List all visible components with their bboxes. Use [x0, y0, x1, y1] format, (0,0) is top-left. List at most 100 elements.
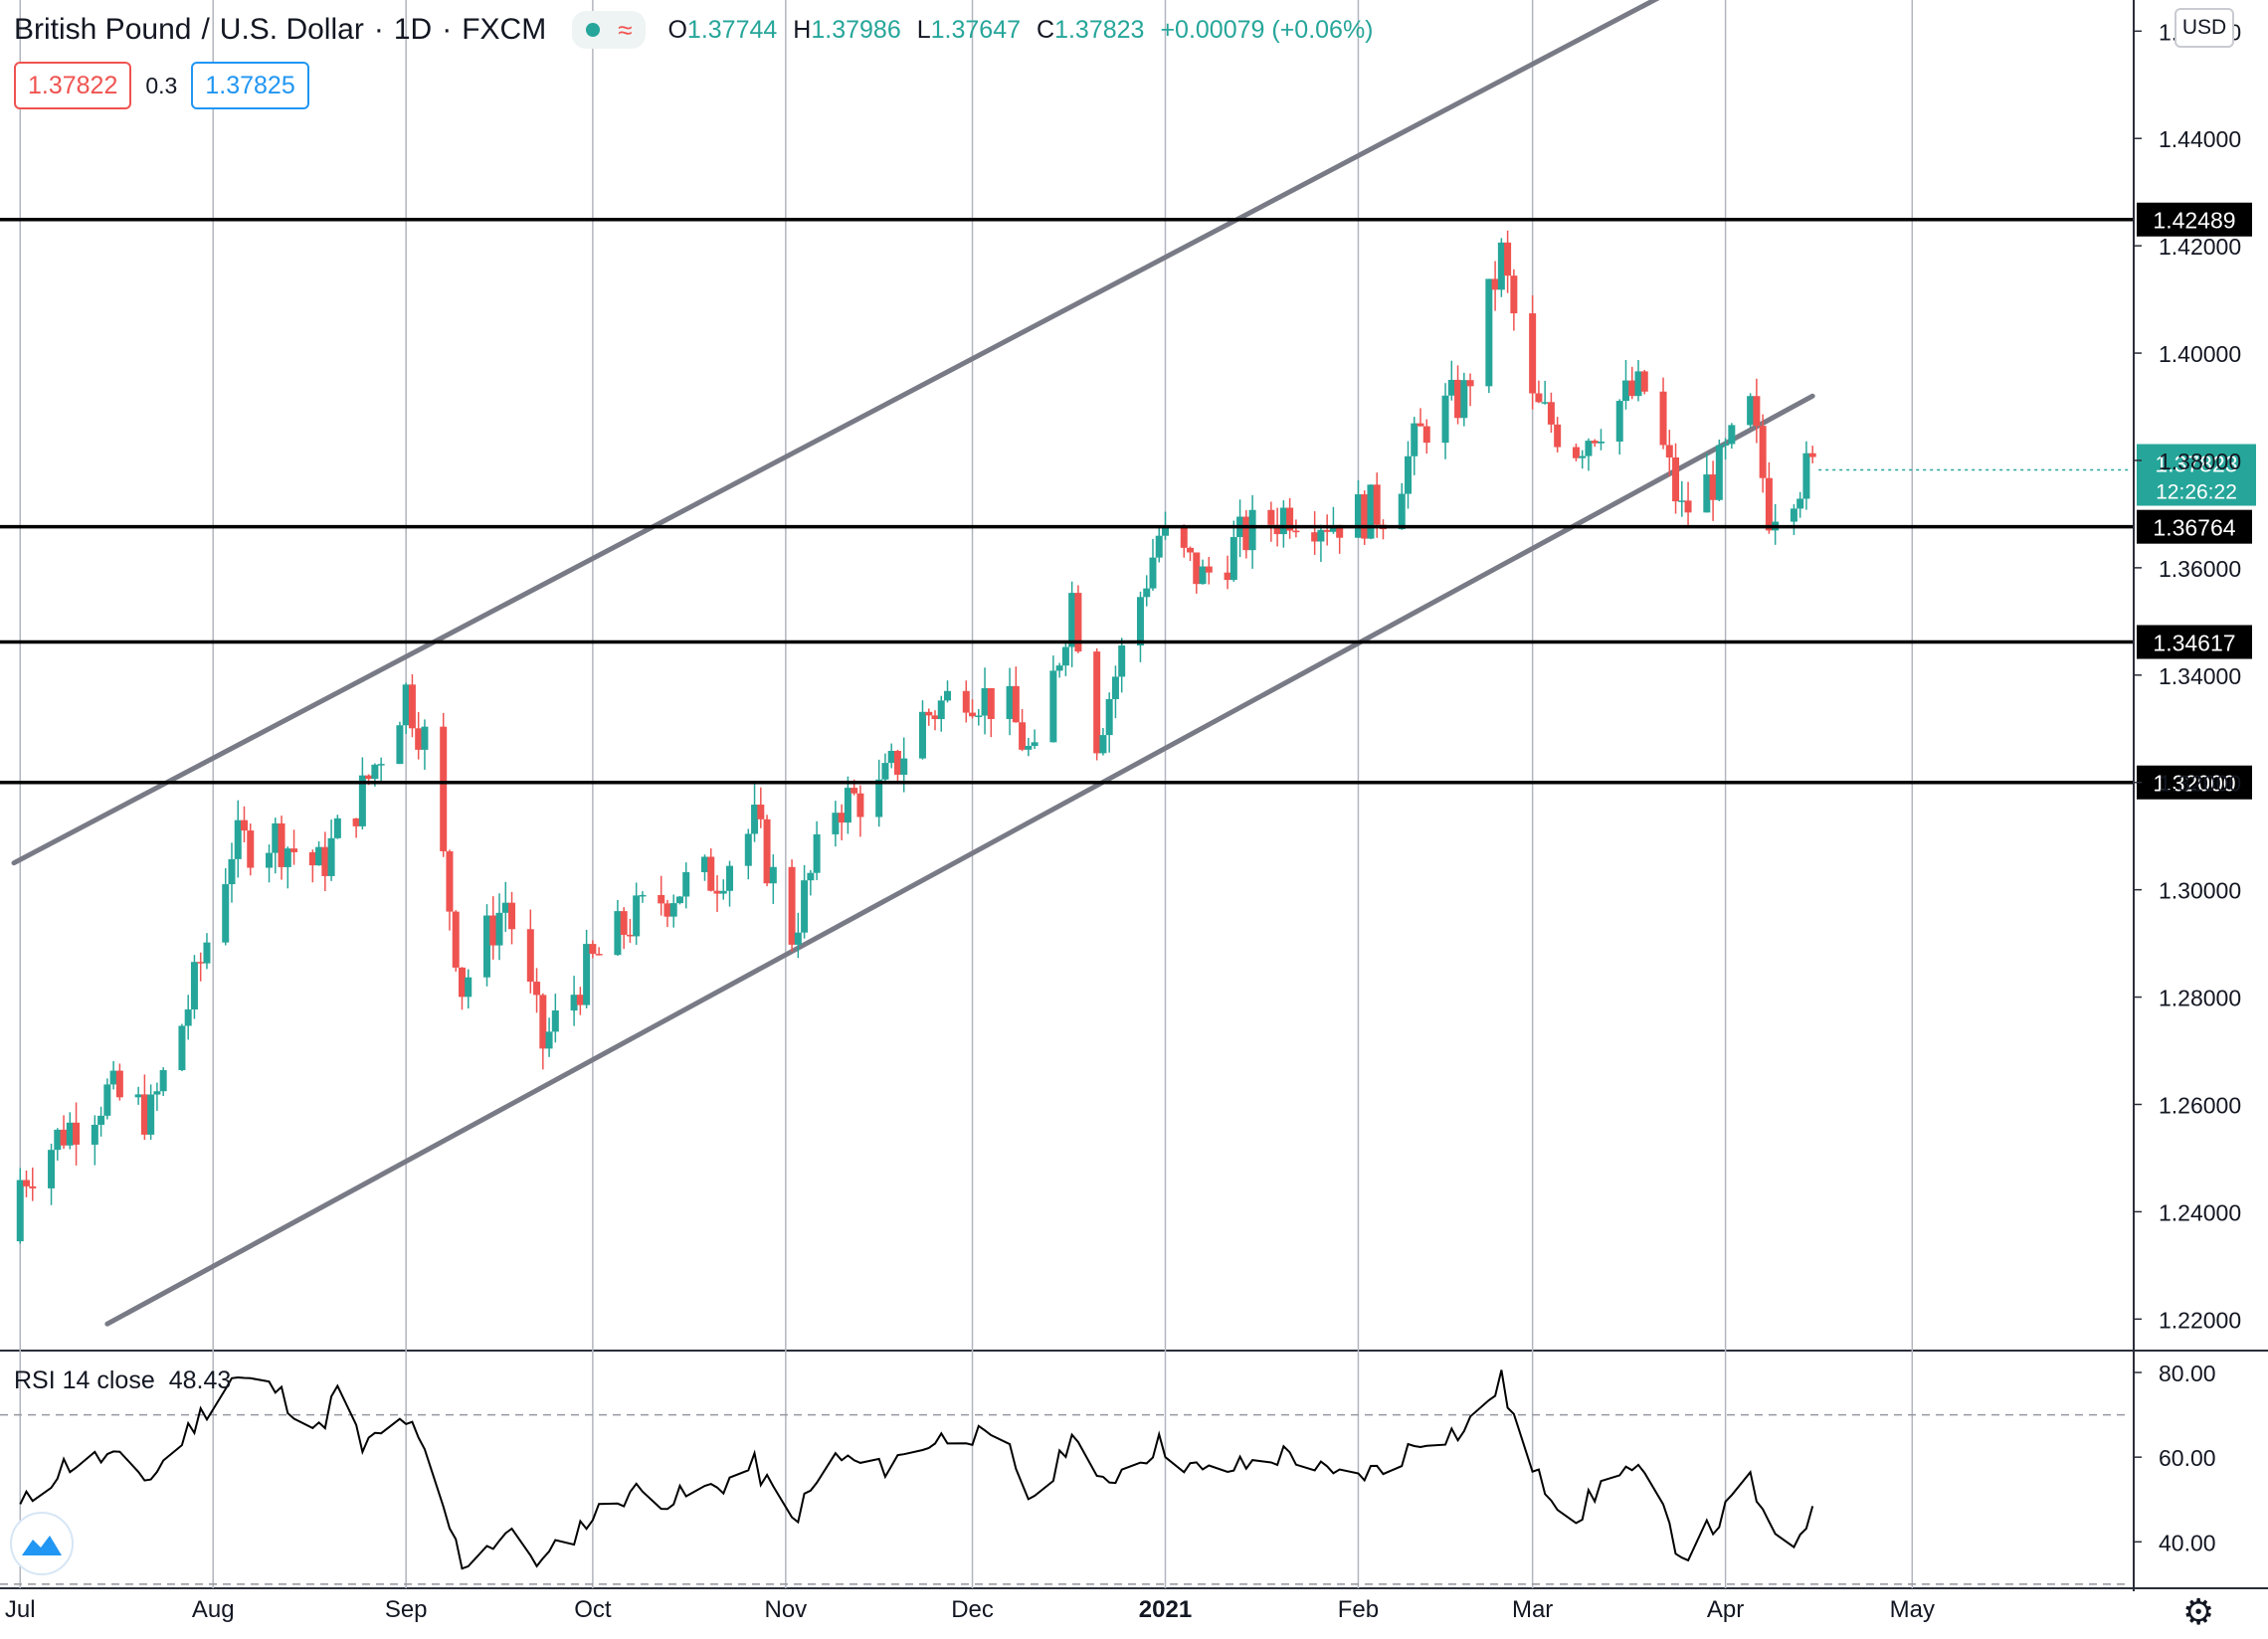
candle-body [1808, 453, 1816, 457]
candle-body [48, 1150, 56, 1188]
candle-body [446, 850, 454, 912]
candle-body [962, 690, 970, 713]
candle-body [1447, 379, 1455, 396]
candle-body [1373, 484, 1381, 525]
candle-body [284, 848, 291, 867]
spread: 0.3 [145, 72, 178, 98]
candle-body [707, 856, 715, 891]
candle-body [1143, 588, 1151, 598]
candle-body [1753, 396, 1761, 427]
candle-body [1715, 445, 1723, 500]
candle-body [1180, 526, 1188, 548]
candle-body [1466, 380, 1474, 387]
current-price-bg [2137, 444, 2256, 506]
candle-body [358, 775, 366, 826]
candle-body [1367, 484, 1375, 539]
low-value: 1.37647 [930, 15, 1022, 44]
price-tick-label: 1.40000 [2159, 341, 2241, 367]
rsi-tick-label: 80.00 [2159, 1361, 2216, 1386]
level-label: 1.34617 [2153, 631, 2235, 656]
candle-body [1099, 735, 1107, 754]
candle-body [501, 902, 509, 913]
candle-body [440, 726, 448, 851]
candle-body [1336, 524, 1344, 538]
candle-body [465, 977, 472, 998]
candle-body [1747, 396, 1755, 426]
candle-body [813, 833, 821, 873]
rsi-legend: RSI 14 close 48.43 [14, 1366, 231, 1395]
candle-body [1317, 529, 1325, 542]
horizontal-levels: 1.42489 1.36764 1.34617 1.32000 1.37823 12:26… [0, 202, 2256, 800]
candle-body [321, 846, 329, 876]
level-label-bg [2137, 509, 2252, 544]
candle-body [838, 813, 846, 823]
market-status[interactable]: ≈ [572, 11, 647, 49]
symbol-header: British Pound / U.S. Dollar · 1D · FXCM … [14, 10, 1374, 50]
candle-body [1273, 524, 1281, 535]
candle-body [1019, 722, 1027, 750]
interval[interactable]: 1D [393, 13, 433, 46]
candle-body [290, 848, 298, 852]
candle-body [1802, 453, 1810, 499]
candle-body [1728, 425, 1736, 445]
candle-body [931, 715, 939, 720]
candle-body [887, 750, 895, 764]
candle-body [203, 942, 211, 964]
candle-body [1790, 508, 1797, 522]
candle-body [526, 929, 534, 983]
symbol-name[interactable]: British Pound [14, 13, 192, 46]
gear-icon[interactable]: ⚙ [2182, 1591, 2215, 1632]
candle-body [763, 819, 771, 884]
candle-body [1441, 395, 1449, 444]
candle-body [1703, 474, 1711, 513]
sell-button[interactable]: 1.37822 [14, 62, 132, 109]
time-tick-label: Nov [764, 1596, 807, 1623]
time-tick-label: Aug [192, 1596, 235, 1623]
candle-body [1659, 391, 1667, 446]
candle-body [881, 763, 889, 780]
candle-body [1061, 646, 1069, 666]
close-value: 1.37823 [1054, 15, 1145, 44]
candle-body [1665, 445, 1673, 457]
buy-button[interactable]: 1.37825 [191, 62, 309, 109]
price-tick-label: 1.30000 [2159, 878, 2241, 904]
price-tick-label: 1.38000 [2159, 449, 2241, 474]
candle-body [1765, 477, 1773, 531]
tradingview-logo-icon[interactable] [10, 1512, 74, 1575]
candle-body [856, 793, 864, 818]
wave-icon: ≈ [618, 15, 633, 45]
candle-body [1074, 593, 1082, 652]
candle-body [937, 700, 945, 720]
candle-body [1554, 424, 1562, 448]
candle-body [1229, 537, 1237, 581]
candle-body [925, 711, 933, 716]
ohlc-values: O1.37744 H1.37986 L1.37647 C1.37823 +0.0… [667, 15, 1374, 44]
candle-body [147, 1094, 155, 1135]
candle-body [278, 822, 285, 867]
candle-body [1454, 379, 1462, 419]
candle-body [595, 954, 603, 956]
candle-body [969, 712, 977, 717]
candle-body [396, 725, 404, 765]
candle-body [1267, 509, 1275, 525]
candle-body [1634, 371, 1642, 397]
candle-body [1279, 507, 1287, 535]
candle-body [402, 684, 410, 726]
channel-line [11, 0, 1660, 866]
candle-body [54, 1129, 62, 1151]
candle-body [1398, 493, 1406, 530]
candle-body [240, 820, 248, 831]
time-tick-label: Feb [1338, 1596, 1379, 1623]
separator: · [373, 13, 384, 46]
candle-body [844, 788, 851, 823]
currency-button[interactable]: USD [2174, 8, 2234, 48]
rsi-tick-label: 40.00 [2159, 1530, 2216, 1555]
quote-currency[interactable]: U.S. Dollar [219, 13, 364, 46]
candle-body [713, 890, 721, 894]
price-tick-label: 1.22000 [2159, 1307, 2241, 1333]
candle-body [1187, 547, 1195, 553]
level-label: 1.36764 [2153, 515, 2235, 541]
candle-body [1199, 566, 1207, 585]
candle-body [266, 852, 274, 868]
candle-body [73, 1122, 81, 1145]
